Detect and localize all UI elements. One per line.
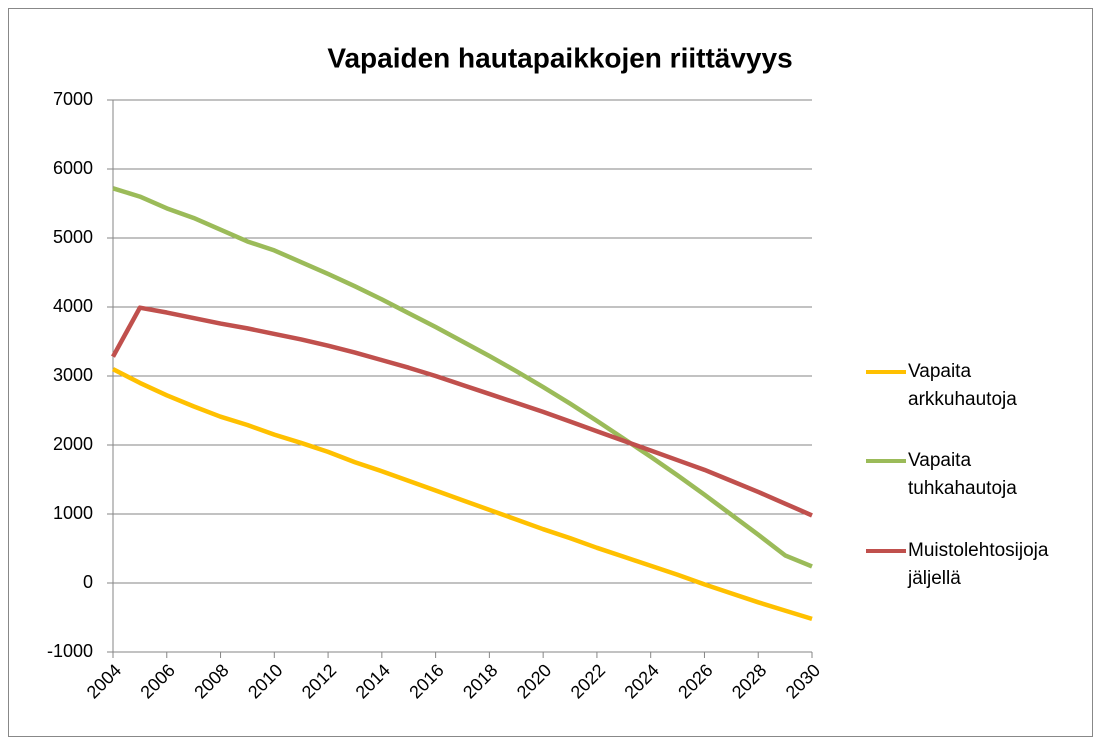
legend-label: Vapaita arkkuhautoja xyxy=(908,361,1017,410)
series-line xyxy=(111,367,813,622)
series-line xyxy=(111,305,813,518)
y-tick-label: 6000 xyxy=(53,158,93,178)
y-tick-label: 2000 xyxy=(53,434,93,454)
legend-item: Vapaita arkkuhautoja xyxy=(866,358,1078,414)
chart-title: Vapaiden hautapaikkojen riittävyys xyxy=(327,42,792,73)
y-tick-label: 1000 xyxy=(53,503,93,523)
legend-swatch xyxy=(866,370,906,374)
y-tick-label: 4000 xyxy=(53,296,93,316)
legend-item: Muistolehtosijoja jäljellä xyxy=(866,537,1078,593)
series-line xyxy=(112,186,813,569)
legend-label: Muistolehtosijoja jäljellä xyxy=(908,540,1049,589)
legend-swatch xyxy=(866,459,906,463)
y-tick-label: 5000 xyxy=(53,227,93,247)
legend-item: Vapaita tuhkahautoja xyxy=(866,447,1078,503)
legend-label: Vapaita tuhkahautoja xyxy=(908,450,1017,499)
y-tick-label: 7000 xyxy=(53,89,93,109)
legend-swatch xyxy=(866,549,906,553)
y-tick-label: -1000 xyxy=(47,641,93,661)
y-tick-label: 3000 xyxy=(53,365,93,385)
y-tick-label: 0 xyxy=(83,572,93,592)
chart-border xyxy=(8,8,1093,737)
